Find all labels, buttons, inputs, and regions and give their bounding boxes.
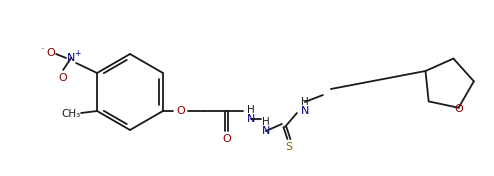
Text: H: H [301,97,309,107]
Text: N: N [247,114,255,124]
Text: O: O [59,73,68,83]
Text: CH₃: CH₃ [61,109,81,119]
Text: N: N [301,106,309,116]
Text: N: N [67,53,75,63]
Text: ⁻: ⁻ [40,46,44,55]
Text: +: + [74,49,81,58]
Text: O: O [454,104,463,114]
Text: H: H [262,117,270,127]
Text: O: O [47,48,55,58]
Text: H: H [247,105,255,115]
Text: O: O [222,134,231,144]
Text: O: O [176,106,185,116]
Text: N: N [262,126,270,136]
Text: S: S [286,142,292,152]
